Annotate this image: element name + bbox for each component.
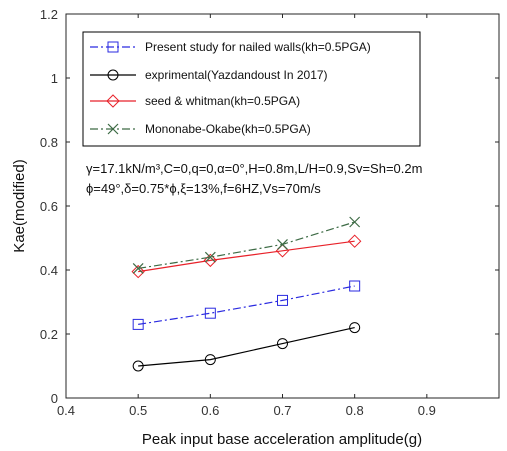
data-point-3 — [204, 251, 216, 263]
y-tick-label: 0.2 — [40, 327, 58, 342]
x-tick-label: 0.9 — [418, 403, 436, 418]
data-point-3 — [132, 262, 144, 274]
legend-marker-3 — [107, 123, 119, 135]
legend-label-1: exprimental(Yazdandoust In 2017) — [145, 68, 328, 82]
series-line-0 — [138, 285, 355, 325]
x-tick-label: 0.7 — [273, 403, 291, 418]
legend-label-0: Present study for nailed walls(kh=0.5PGA… — [145, 40, 371, 54]
axis-ticks: 0.4 0.5 0.6 0.7 0.8 0.9 0 0.2 0.4 0.6 0.8 1 1.2 — [40, 7, 499, 418]
data-point-3 — [277, 238, 288, 250]
y-tick-label: 1 — [51, 71, 58, 86]
series-line-1 — [138, 327, 355, 367]
y-tick-label: 0.4 — [40, 263, 58, 278]
data-point-0 — [277, 294, 288, 306]
x-tick-label: 0.6 — [201, 403, 219, 418]
params-annotation-line2: ϕ=49°,δ=0.75*ϕ,ξ=13%,f=6HZ,Vs=70m/s — [86, 181, 321, 196]
y-tick-label: 0.8 — [40, 135, 58, 150]
series-group — [131, 216, 362, 372]
data-point-1 — [132, 360, 144, 372]
y-axis-label: Kae(modified) — [11, 159, 28, 252]
series-line-2 — [138, 240, 355, 273]
y-tick-label: 0 — [51, 391, 58, 406]
series-line-3 — [138, 221, 355, 269]
data-point-1 — [204, 354, 216, 366]
legend-marker-1 — [107, 69, 119, 81]
data-point-0 — [132, 318, 144, 330]
data-point-2 — [131, 264, 145, 279]
x-tick-label: 0.4 — [57, 403, 75, 418]
x-tick-label: 0.8 — [346, 403, 364, 418]
y-tick-label: 0.6 — [40, 199, 58, 214]
legend: Present study for nailed walls(kh=0.5PGA… — [90, 40, 371, 136]
legend-box — [82, 31, 421, 147]
legend-label-2: seed & whitman(kh=0.5PGA) — [145, 94, 300, 108]
data-point-2 — [347, 234, 362, 248]
y-tick-label: 1.2 — [40, 7, 58, 22]
data-point-0 — [204, 307, 216, 319]
data-point-0 — [349, 280, 361, 292]
data-point-3 — [349, 216, 361, 228]
legend-label-3: Mononabe-Okabe(kh=0.5PGA) — [145, 122, 311, 136]
params-annotation-line1: γ=17.1kN/m³,C=0,q=0,α=0°,H=0.8m,L/H=0.9,… — [86, 161, 422, 176]
x-tick-label: 0.5 — [129, 403, 147, 418]
legend-marker-2 — [106, 94, 120, 108]
legend-marker-0 — [107, 41, 119, 53]
data-point-1 — [277, 338, 288, 350]
x-axis-label: Peak input base acceleration amplitude(g… — [142, 431, 422, 448]
data-point-1 — [349, 322, 361, 334]
